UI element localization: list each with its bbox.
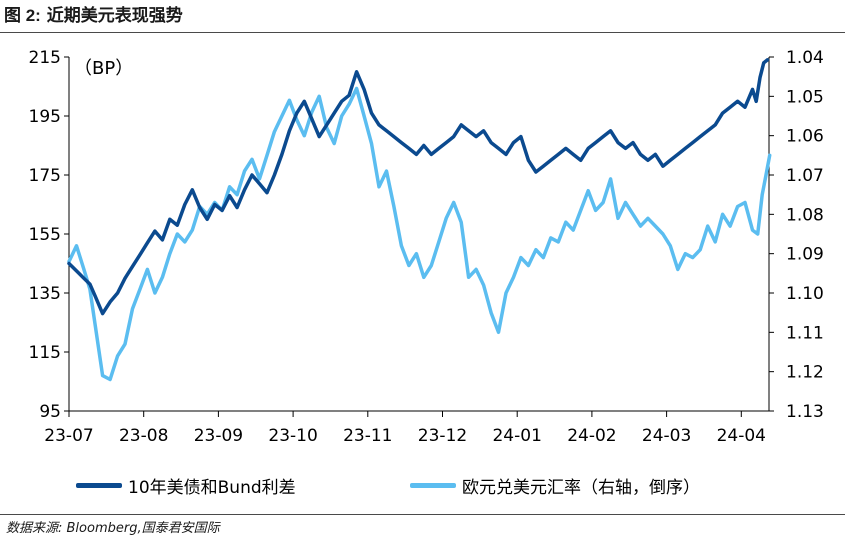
- left-tick-label-5: 115: [29, 343, 61, 363]
- x-tick-label-7: 24-02: [567, 426, 616, 446]
- left-tick-label-0: 215: [29, 48, 61, 68]
- source-note: 数据来源: Bloomberg,国泰君安国际: [6, 521, 220, 536]
- left-tick-label-3: 155: [29, 225, 61, 245]
- x-tick-label-2: 23-09: [194, 426, 243, 446]
- figure-label: 图 2:: [4, 6, 41, 25]
- unit-label: （BP）: [74, 58, 133, 79]
- right-tick-label-7: 1.11: [786, 323, 824, 343]
- left-tick-label-1: 195: [29, 107, 61, 127]
- legend-swatch-spread: [76, 482, 122, 488]
- figure-title: 图 2: 近期美元表现强势: [4, 2, 183, 30]
- right-tick-label-6: 1.10: [786, 284, 824, 304]
- right-tick-label-4: 1.08: [786, 205, 824, 225]
- x-tick-label-4: 23-11: [343, 426, 392, 446]
- series-line-spread: [67, 58, 770, 316]
- line-chart: 215 195 175 155 135 115 95 1.04 1.05 1.06 1.07 1.08…: [29, 48, 824, 446]
- x-tick-label-5: 23-12: [418, 426, 467, 446]
- x-tick-label-8: 24-03: [642, 426, 691, 446]
- x-tick-label-9: 24-04: [717, 426, 766, 446]
- top-rule: [0, 32, 845, 33]
- right-tick-label-9: 1.13: [786, 402, 824, 422]
- left-tick-label-2: 175: [29, 166, 61, 186]
- series-line-eurusd: [67, 86, 772, 382]
- bottom-rule: [0, 514, 845, 515]
- left-tick-label-4: 135: [29, 284, 61, 304]
- legend-item-eurusd: 欧元兑美元汇率（右轴，倒序）: [410, 470, 700, 500]
- right-tick-label-8: 1.12: [786, 363, 824, 383]
- x-tick-label-1: 23-08: [119, 426, 168, 446]
- chart-title: 近期美元表现强势: [46, 6, 183, 26]
- x-tick-label-3: 23-10: [268, 426, 317, 446]
- x-tick-label-6: 24-01: [492, 426, 541, 446]
- right-tick-label-3: 1.07: [786, 166, 824, 186]
- left-tick-label-6: 95: [39, 402, 61, 422]
- legend-label-eurusd: 欧元兑美元汇率（右轴，倒序）: [462, 477, 700, 498]
- right-tick-label-5: 1.09: [786, 245, 824, 265]
- x-tick-label-0: 23-07: [44, 426, 93, 446]
- legend-label-spread: 10年美债和Bund利差: [128, 477, 296, 498]
- right-tick-label-0: 1.04: [786, 48, 824, 68]
- right-tick-label-2: 1.06: [786, 127, 824, 147]
- legend-item-spread: 10年美债和Bund利差: [76, 470, 296, 500]
- legend-swatch-eurusd: [410, 482, 456, 488]
- right-tick-label-1: 1.05: [786, 87, 824, 107]
